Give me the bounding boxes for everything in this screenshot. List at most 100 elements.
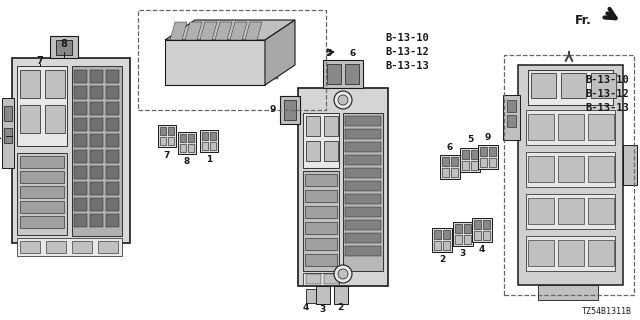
Bar <box>160 137 166 145</box>
Text: 5: 5 <box>325 49 331 58</box>
Text: 2: 2 <box>439 255 445 265</box>
Bar <box>45 70 65 98</box>
Bar <box>591 73 616 98</box>
Bar <box>451 157 458 166</box>
Bar <box>158 125 176 147</box>
Bar <box>526 236 615 271</box>
Bar <box>345 142 381 152</box>
Bar <box>471 150 478 159</box>
Bar <box>90 166 103 179</box>
Bar <box>305 254 337 266</box>
Bar <box>280 96 300 124</box>
Bar <box>305 174 337 186</box>
Bar <box>90 134 103 147</box>
Bar <box>526 110 615 145</box>
Bar <box>324 274 339 284</box>
Bar <box>306 274 321 284</box>
Bar <box>180 134 186 142</box>
Bar <box>168 127 174 135</box>
Bar <box>106 102 119 115</box>
Bar <box>56 40 72 55</box>
Bar <box>306 116 320 136</box>
Bar <box>74 182 87 195</box>
Bar <box>480 158 487 167</box>
Bar <box>345 129 381 139</box>
Bar <box>623 145 637 185</box>
Polygon shape <box>265 20 295 85</box>
Bar <box>507 115 516 127</box>
Polygon shape <box>170 22 187 40</box>
Bar <box>188 144 194 152</box>
Bar <box>451 168 458 177</box>
Bar <box>106 150 119 163</box>
Bar <box>106 118 119 131</box>
Bar <box>20 186 64 198</box>
Bar <box>106 70 119 83</box>
Bar <box>306 141 320 161</box>
Bar <box>90 70 103 83</box>
Bar <box>303 113 339 168</box>
Bar <box>188 134 194 142</box>
Bar <box>434 241 441 250</box>
Bar <box>345 181 381 191</box>
Bar <box>483 220 490 229</box>
Bar <box>17 66 67 146</box>
Bar <box>324 116 338 136</box>
Bar <box>528 240 554 266</box>
Circle shape <box>338 95 348 105</box>
Text: B-13-12: B-13-12 <box>385 47 429 57</box>
Bar <box>489 158 496 167</box>
Bar <box>74 102 87 115</box>
Bar <box>230 44 242 80</box>
Polygon shape <box>230 22 247 40</box>
Bar <box>588 114 614 140</box>
Bar <box>74 70 87 83</box>
Bar <box>268 57 278 67</box>
Bar <box>480 147 487 156</box>
Text: B-13-12: B-13-12 <box>585 89 628 99</box>
Bar <box>20 241 40 253</box>
Text: 7: 7 <box>164 150 170 159</box>
Polygon shape <box>165 40 265 85</box>
Text: 1: 1 <box>206 156 212 164</box>
Bar <box>106 134 119 147</box>
Bar <box>588 240 614 266</box>
Bar <box>202 142 208 150</box>
Bar <box>90 214 103 227</box>
Bar <box>74 118 87 131</box>
Text: B-13-13: B-13-13 <box>585 103 628 113</box>
Bar <box>4 106 12 121</box>
Bar <box>20 216 64 228</box>
Bar <box>106 86 119 99</box>
Bar <box>558 198 584 224</box>
Bar <box>305 190 337 202</box>
Bar <box>74 134 87 147</box>
Bar <box>210 142 216 150</box>
Bar <box>483 231 490 240</box>
Bar <box>334 286 348 304</box>
Text: Fr.: Fr. <box>575 13 592 27</box>
Bar <box>180 144 186 152</box>
Polygon shape <box>245 22 262 40</box>
Bar <box>303 273 339 285</box>
Bar <box>443 241 450 250</box>
Bar <box>12 58 130 243</box>
Bar <box>558 156 584 182</box>
Bar <box>72 66 122 236</box>
Bar <box>90 102 103 115</box>
Bar <box>442 157 449 166</box>
Bar <box>106 182 119 195</box>
Bar <box>74 150 87 163</box>
Text: 4: 4 <box>303 303 309 313</box>
Bar <box>98 241 118 253</box>
Bar <box>45 105 65 133</box>
Text: B-13-10: B-13-10 <box>585 75 628 85</box>
Text: 8: 8 <box>61 39 67 49</box>
Bar <box>202 132 208 140</box>
Bar <box>90 198 103 211</box>
Text: 9: 9 <box>485 132 491 141</box>
Bar <box>432 228 452 252</box>
Bar <box>20 156 64 168</box>
Bar <box>558 114 584 140</box>
Circle shape <box>334 265 352 283</box>
